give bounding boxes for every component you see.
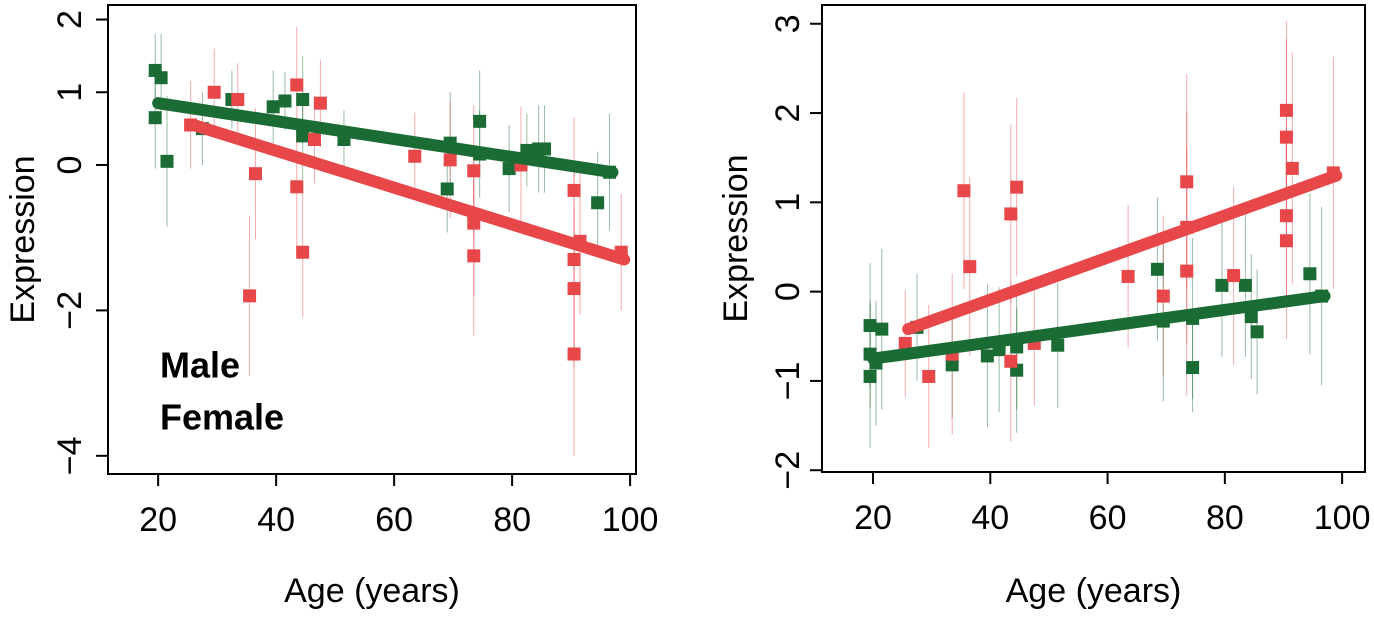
data-point	[1279, 130, 1293, 144]
data-point	[467, 216, 481, 230]
y-tick-label: 0	[769, 282, 807, 301]
fit-line	[152, 97, 619, 179]
y-tick-label: −1	[769, 362, 807, 401]
data-point	[538, 142, 552, 156]
x-tick-label: 60	[375, 501, 413, 539]
data-point	[1279, 209, 1293, 223]
data-point	[1279, 103, 1293, 117]
data-point	[307, 133, 321, 147]
data-point	[591, 196, 605, 210]
panel: 20 40 60 80 100 −4 −2 0 1 2 Age (years) Expression M…	[4, 4, 659, 610]
data-point	[898, 336, 912, 350]
data-point	[1150, 262, 1164, 276]
data-point	[467, 164, 481, 178]
data-point	[296, 93, 310, 107]
data-point	[408, 149, 422, 163]
data-point	[473, 114, 487, 128]
x-tick-label: 20	[139, 501, 177, 539]
data-point	[1010, 180, 1024, 194]
data-point	[296, 129, 310, 143]
data-point	[922, 369, 936, 383]
data-point	[243, 289, 257, 303]
data-point	[1227, 269, 1241, 283]
data-point	[231, 93, 245, 107]
data-point	[1121, 269, 1135, 283]
data-point	[1004, 354, 1018, 368]
y-tick-label: 1	[51, 83, 89, 102]
legend-entry: Female	[160, 397, 284, 438]
y-axis-label: Expression	[717, 154, 755, 322]
data-point	[1156, 289, 1170, 303]
data-point	[160, 154, 174, 168]
data-point	[1250, 325, 1264, 339]
data-point	[148, 111, 162, 125]
data-point	[1004, 207, 1018, 221]
data-point	[467, 249, 481, 263]
data-point	[1180, 264, 1194, 278]
x-axis-label: Age (years)	[1006, 572, 1182, 610]
data-point	[296, 245, 310, 259]
plot-frame	[107, 4, 637, 475]
data-point	[567, 282, 581, 296]
x-tick-label: 60	[1089, 499, 1127, 537]
fit-line	[867, 290, 1331, 365]
data-point	[1215, 278, 1229, 292]
data-point	[248, 167, 262, 181]
data-point	[875, 322, 889, 336]
data-point	[154, 71, 168, 85]
x-tick-label: 20	[854, 499, 892, 537]
plot-frame	[821, 4, 1366, 473]
legend-entry: Male	[160, 345, 240, 386]
y-tick-label: 1	[769, 193, 807, 212]
data-point	[1180, 175, 1194, 189]
data-point	[1238, 278, 1252, 292]
y-tick-label: −2	[51, 291, 89, 330]
y-tick-label: −4	[51, 436, 89, 475]
data-point	[945, 358, 959, 372]
data-point	[1303, 267, 1317, 281]
data-point	[502, 162, 516, 176]
data-point	[290, 180, 304, 194]
y-tick-label: 2	[769, 104, 807, 123]
x-tick-label: 40	[257, 501, 295, 539]
data-point	[863, 319, 877, 333]
y-tick-label: 2	[51, 10, 89, 29]
data-point	[1244, 310, 1258, 324]
y-axis-label: Expression	[4, 155, 42, 323]
data-point	[567, 252, 581, 266]
x-tick-label: 80	[1206, 499, 1244, 537]
panel: 20 40 60 80 100 −2 −1 0 1 2 3 Age (years) Expression	[717, 4, 1371, 610]
x-tick-label: 100	[1314, 499, 1371, 537]
x-tick-label: 80	[493, 501, 531, 539]
data-point	[567, 183, 581, 197]
data-point	[1186, 361, 1200, 375]
data-point	[313, 96, 327, 110]
data-point	[443, 153, 457, 167]
data-point	[1279, 234, 1293, 248]
y-tick-label: 3	[769, 14, 807, 33]
data-point	[278, 94, 292, 108]
data-point	[980, 349, 994, 363]
data-point	[863, 369, 877, 383]
y-tick-label: −2	[769, 451, 807, 490]
data-point	[440, 182, 454, 196]
data-point	[266, 100, 280, 114]
data-point	[290, 78, 304, 92]
fit-line	[902, 169, 1343, 336]
data-point	[567, 347, 581, 361]
data-point	[963, 260, 977, 274]
data-point	[1051, 338, 1065, 352]
data-point	[1285, 161, 1299, 175]
y-tick-label: 0	[51, 156, 89, 175]
data-point	[207, 85, 221, 99]
data-point	[957, 184, 971, 198]
x-tick-label: 100	[602, 501, 659, 539]
x-axis-label: Age (years)	[284, 572, 460, 610]
fit-line	[187, 118, 631, 266]
x-tick-label: 40	[971, 499, 1009, 537]
